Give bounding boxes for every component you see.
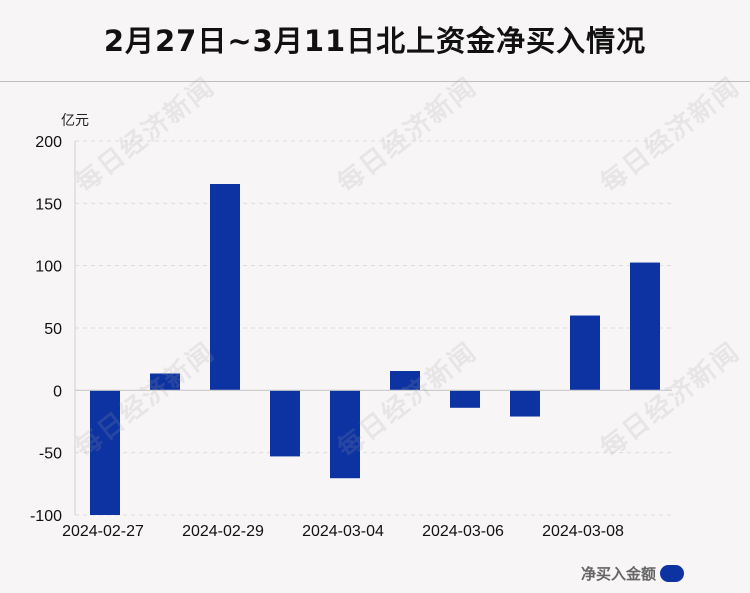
- x-tick-label: 2024-03-08: [542, 523, 624, 540]
- title-bar: 2月27日~3月11日北上资金净买入情况: [0, 0, 750, 82]
- x-tick-label: 2024-02-29: [182, 523, 264, 540]
- chart-title: 2月27日~3月11日北上资金净买入情况: [103, 23, 647, 58]
- y-unit-label: 亿元: [61, 113, 89, 129]
- bar: [150, 373, 180, 391]
- y-tick-label: 0: [53, 383, 62, 400]
- bar: [630, 262, 660, 391]
- legend: 净买入金额: [581, 563, 684, 584]
- y-tick-label: 150: [35, 196, 62, 213]
- y-tick-label: -50: [39, 446, 62, 463]
- x-tick-label: 2024-03-04: [302, 523, 384, 540]
- y-tick-label: 50: [44, 321, 62, 338]
- bar: [450, 390, 480, 408]
- y-tick-label: 100: [35, 259, 62, 276]
- bar: [330, 390, 360, 479]
- bar: [210, 184, 240, 391]
- legend-swatch: [660, 565, 684, 582]
- y-tick-label: 200: [35, 134, 62, 151]
- bar: [90, 390, 120, 515]
- y-tick-label: -100: [30, 508, 62, 525]
- bar: [390, 371, 420, 391]
- bar: [570, 315, 600, 391]
- x-tick-label: 2024-03-06: [422, 523, 504, 540]
- bar: [270, 390, 300, 457]
- x-tick-label: 2024-02-27: [62, 523, 144, 540]
- legend-label: 净买入金额: [580, 565, 656, 583]
- bar: [510, 390, 540, 417]
